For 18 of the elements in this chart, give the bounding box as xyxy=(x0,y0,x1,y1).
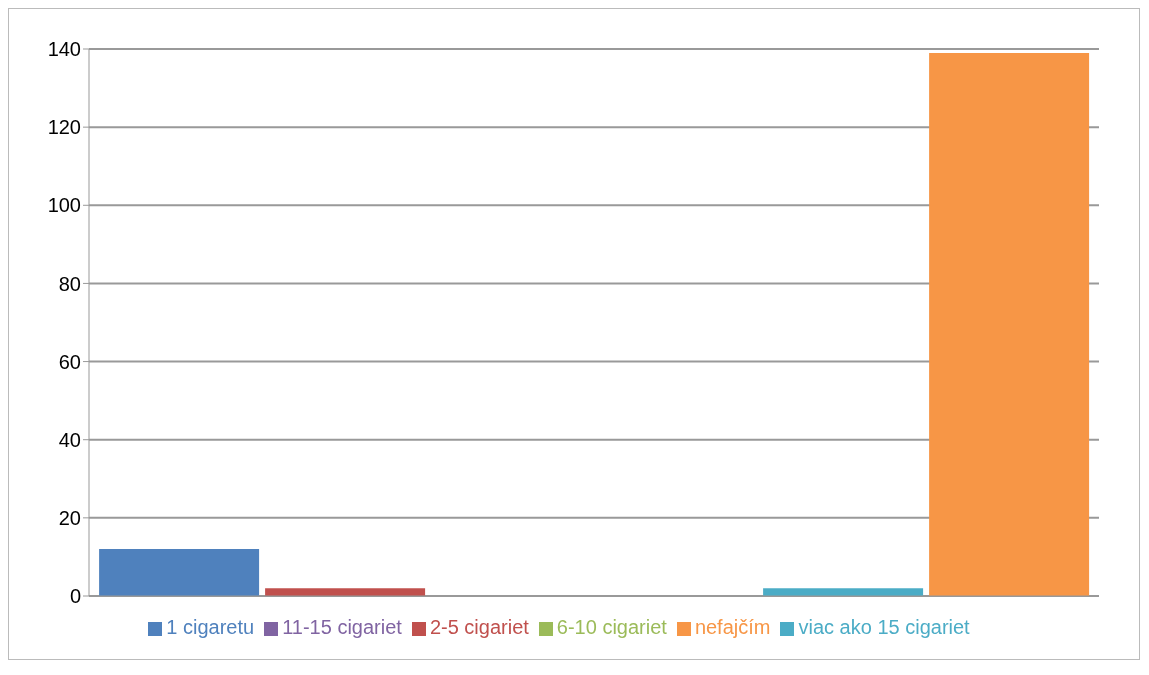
y-tick-label: 0 xyxy=(69,585,81,608)
bar xyxy=(99,549,260,596)
y-tick-label: 80 xyxy=(58,272,81,295)
y-tick-label: 40 xyxy=(58,428,81,451)
legend-label: 1 cigaretu xyxy=(166,616,255,638)
y-tick-label: 20 xyxy=(58,506,81,529)
legend-label: 11-15 cigariet xyxy=(282,616,402,638)
y-tick-label: 100 xyxy=(47,194,81,217)
bar xyxy=(763,588,924,596)
legend-label: 2-5 cigariet xyxy=(429,616,529,638)
bar xyxy=(265,588,426,596)
y-tick-label: 60 xyxy=(58,350,81,373)
y-tick-label: 140 xyxy=(47,38,81,61)
legend-label: nefajčím xyxy=(694,616,771,638)
y-tick-label: 120 xyxy=(47,116,81,139)
legend-label: viac ako 15 cigariet xyxy=(798,616,970,638)
bar xyxy=(929,52,1090,596)
legend-label: 6-10 cigariet xyxy=(556,616,667,638)
